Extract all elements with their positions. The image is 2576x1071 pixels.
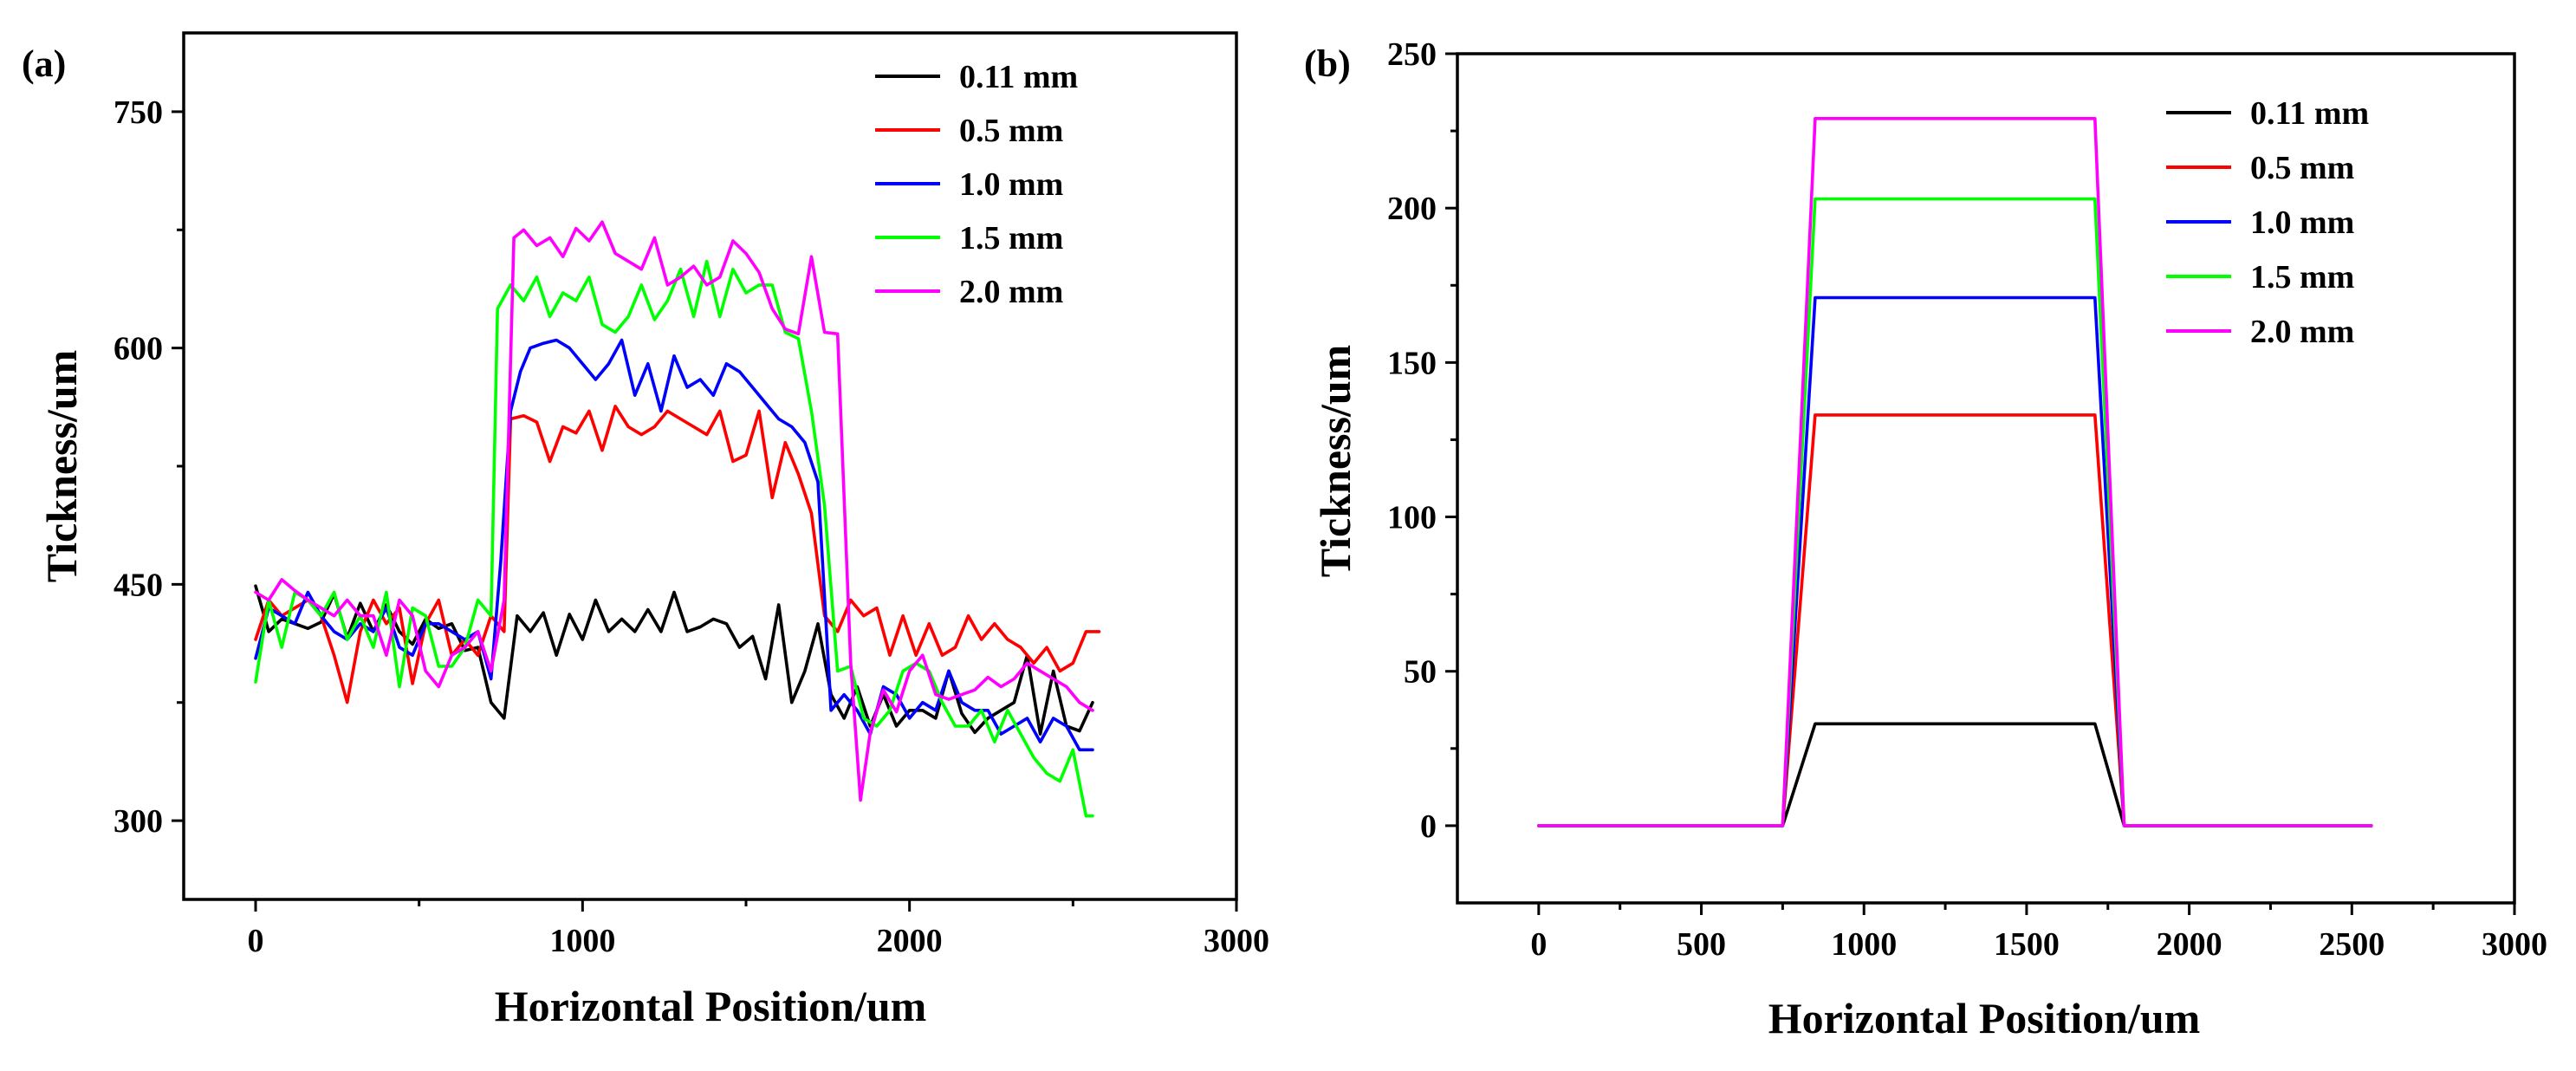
legend-label: 1.0 mm — [959, 166, 1063, 203]
legend-label: 2.0 mm — [2250, 314, 2354, 350]
legend-label: 0.5 mm — [2250, 150, 2354, 186]
series-line-2-0-mm — [254, 220, 1094, 802]
x-tick-label: 0 — [248, 923, 264, 959]
series-line-1-5-mm — [254, 259, 1094, 818]
x-tick-label: 1000 — [1831, 926, 1897, 963]
y-tick-label: 750 — [114, 94, 163, 131]
panel-label-a: (a) — [22, 42, 66, 85]
x-tick-label: 3000 — [1204, 923, 1269, 959]
legend-label: 1.0 mm — [2250, 204, 2354, 241]
y-tick-label: 50 — [1404, 654, 1437, 691]
series-layer-a — [254, 220, 1101, 818]
legend-b: 0.11 mm 0.5 mm 1.0 mm 1.5 mm 2.0 mm — [2166, 95, 2369, 350]
x-tick-label: 1000 — [549, 923, 615, 959]
x-axis-title-a: Horizontal Position/um — [495, 982, 927, 1030]
x-tick-label: 500 — [1677, 926, 1726, 963]
legend-label: 1.5 mm — [959, 220, 1063, 256]
chart-panel-a: (a) 0 1000 2000 3000 300 450 600 750 0.11 mm 0.5… — [22, 31, 1269, 1030]
y-tick-label: 200 — [1387, 191, 1437, 227]
series-layer-b — [1537, 117, 2373, 828]
series-line-1-0-mm — [254, 338, 1094, 752]
chart-panel-b: (b) 0 500 1000 1500 2000 2500 3000 0 50 100 150 200… — [1304, 36, 2547, 1042]
legend-label: 0.11 mm — [959, 59, 1078, 95]
plot-frame-b — [1456, 52, 2516, 905]
x-tick-label: 2500 — [2319, 926, 2385, 963]
x-tick-label: 1500 — [1994, 926, 2060, 963]
y-tick-label: 600 — [114, 331, 163, 367]
y-tick-label: 150 — [1387, 345, 1437, 381]
series-line-2-0-mm — [1537, 117, 2373, 828]
x-axis-title-b: Horizontal Position/um — [1768, 994, 2201, 1042]
legend-label: 0.11 mm — [2250, 95, 2369, 132]
ticks-a: 0 1000 2000 3000 300 450 600 750 — [114, 94, 1269, 959]
y-tick-label: 300 — [114, 803, 163, 840]
y-tick-label: 0 — [1420, 808, 1437, 845]
x-tick-label: 0 — [1530, 926, 1547, 963]
y-axis-title-b: Tickness/um — [1311, 345, 1359, 578]
legend-label: 0.5 mm — [959, 113, 1063, 149]
legend-label: 1.5 mm — [2250, 259, 2354, 295]
ticks-b: 0 500 1000 1500 2000 2500 3000 0 50 100 150 200 250 — [1387, 36, 2547, 963]
x-tick-label: 3000 — [2482, 926, 2547, 963]
y-tick-label: 100 — [1387, 500, 1437, 536]
y-tick-label: 250 — [1387, 36, 1437, 73]
y-axis-title-a: Tickness/um — [37, 350, 86, 583]
x-tick-label: 2000 — [2157, 926, 2222, 963]
y-tick-label: 450 — [114, 567, 163, 603]
panel-label-b: (b) — [1304, 42, 1351, 85]
legend-label: 2.0 mm — [959, 274, 1063, 310]
legend-a: 0.11 mm 0.5 mm 1.0 mm 1.5 mm 2.0 mm — [875, 59, 1078, 310]
x-tick-label: 2000 — [877, 923, 943, 959]
